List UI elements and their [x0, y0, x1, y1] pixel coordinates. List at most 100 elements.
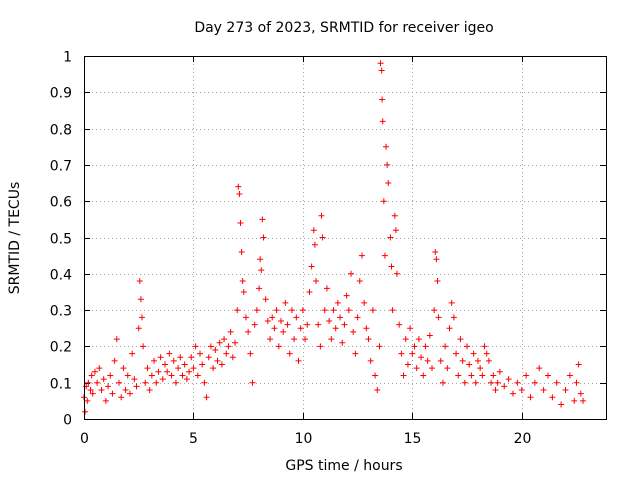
- data-point: [518, 386, 525, 393]
- data-point: [267, 336, 274, 343]
- data-point: [496, 368, 503, 375]
- data-point: [235, 183, 242, 190]
- data-point: [431, 307, 438, 314]
- data-point: [172, 379, 179, 386]
- data-point: [418, 354, 425, 361]
- data-point: [432, 249, 439, 256]
- data-point: [369, 307, 376, 314]
- data-point: [352, 350, 359, 357]
- data-point: [439, 379, 446, 386]
- data-point: [381, 252, 388, 259]
- data-point: [326, 317, 333, 324]
- data-point: [339, 339, 346, 346]
- data-point: [122, 386, 129, 393]
- data-point: [387, 234, 394, 241]
- data-point: [249, 379, 256, 386]
- data-point: [238, 249, 245, 256]
- data-point: [573, 379, 580, 386]
- data-points: [81, 60, 587, 415]
- data-point: [183, 376, 190, 383]
- data-point: [282, 299, 289, 306]
- data-point: [310, 227, 317, 234]
- y-tick-label: 0.5: [50, 232, 72, 248]
- data-point: [426, 332, 433, 339]
- data-point: [545, 372, 551, 379]
- data-point: [435, 314, 442, 321]
- data-point: [85, 379, 92, 386]
- y-tick-label: 1: [63, 50, 72, 66]
- data-point: [124, 372, 131, 379]
- data-point: [343, 292, 350, 299]
- data-point: [82, 408, 89, 415]
- data-point: [105, 383, 112, 390]
- data-point: [295, 357, 302, 364]
- data-point: [398, 350, 405, 357]
- x-tick-label: 0: [80, 431, 89, 447]
- data-point: [216, 339, 223, 346]
- data-point: [192, 343, 199, 350]
- data-point: [284, 321, 291, 328]
- data-point: [299, 307, 306, 314]
- data-point: [553, 379, 560, 386]
- data-point: [120, 365, 127, 372]
- data-point: [242, 314, 249, 321]
- data-point: [367, 357, 374, 364]
- data-point: [505, 376, 512, 383]
- data-point: [109, 390, 116, 397]
- data-point: [562, 386, 569, 393]
- data-point: [253, 307, 260, 314]
- data-point: [133, 383, 140, 390]
- data-point: [450, 314, 457, 321]
- data-point: [179, 372, 186, 379]
- data-point: [407, 325, 414, 332]
- data-point: [365, 336, 372, 343]
- data-point: [341, 321, 348, 328]
- data-point: [304, 321, 311, 328]
- data-point: [434, 278, 441, 285]
- data-point: [306, 288, 313, 295]
- data-point: [523, 372, 530, 379]
- grid-layer: [84, 56, 606, 419]
- x-tick-label: 5: [189, 431, 198, 447]
- data-point: [236, 190, 243, 197]
- data-point: [317, 343, 324, 350]
- data-point: [245, 328, 252, 335]
- data-point: [135, 325, 142, 332]
- data-point: [205, 354, 212, 361]
- data-point: [116, 379, 123, 386]
- data-point: [84, 397, 91, 404]
- data-point: [481, 343, 488, 350]
- data-point: [356, 278, 363, 285]
- data-point: [378, 67, 385, 74]
- data-point: [540, 386, 547, 393]
- data-point: [464, 343, 471, 350]
- data-point: [337, 314, 344, 321]
- data-point: [221, 336, 228, 343]
- data-point: [271, 325, 278, 332]
- data-point: [190, 365, 197, 372]
- data-point: [389, 307, 396, 314]
- data-point: [237, 219, 244, 226]
- data-point: [474, 357, 481, 364]
- data-point: [148, 372, 155, 379]
- data-point: [485, 357, 492, 364]
- data-point: [459, 357, 466, 364]
- data-point: [332, 325, 339, 332]
- data-point: [129, 350, 136, 357]
- data-point: [291, 336, 298, 343]
- data-point: [197, 350, 203, 357]
- data-point: [102, 397, 109, 404]
- data-point: [575, 361, 582, 368]
- data-point: [376, 343, 383, 350]
- data-point: [107, 372, 114, 379]
- data-point: [256, 285, 263, 292]
- data-point: [549, 394, 556, 401]
- data-point: [429, 365, 435, 372]
- data-point: [275, 343, 282, 350]
- data-point: [100, 376, 107, 383]
- data-point: [87, 386, 94, 393]
- data-point: [383, 143, 390, 150]
- data-point: [402, 336, 409, 343]
- data-point: [457, 336, 464, 343]
- data-point: [94, 379, 101, 386]
